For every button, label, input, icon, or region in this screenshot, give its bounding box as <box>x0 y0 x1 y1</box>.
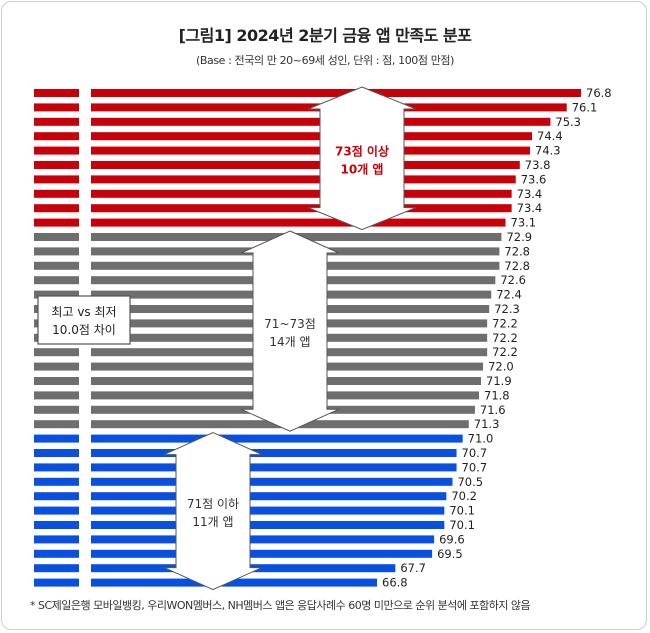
bar-value-label-25: 71.0 <box>468 432 494 446</box>
bar-value-label-2: 76.1 <box>572 100 598 114</box>
bar-value-label-19: 72.2 <box>492 345 518 359</box>
bar-value-label-33: 69.5 <box>437 547 463 561</box>
group-arrow-high <box>307 86 417 231</box>
bar-value-label-15: 72.4 <box>496 288 522 302</box>
bar-value-label-23: 71.6 <box>480 403 506 417</box>
bar-value-label-30: 70.1 <box>449 504 475 518</box>
bar-9 <box>34 204 512 213</box>
group-label-mid-line1: 71~73점 <box>264 317 316 331</box>
bar-value-label-3: 75.3 <box>555 115 581 129</box>
bar-value-label-29: 70.2 <box>451 489 477 503</box>
group-arrow-low <box>163 432 263 591</box>
bar-4 <box>34 132 533 141</box>
group-label-low-line1: 71점 이하 <box>187 497 239 511</box>
bar-value-label-7: 73.6 <box>521 172 547 186</box>
bar-7 <box>34 175 516 184</box>
bar-value-label-13: 72.8 <box>504 259 530 273</box>
bar-value-label-5: 74.3 <box>535 144 561 158</box>
bar-value-label-31: 70.1 <box>449 518 475 532</box>
bar-11 <box>34 233 502 241</box>
footnote: * SC제일은행 모바일뱅킹, 우리WON멤버스, NH멤버스 앱은 응답사례수… <box>30 599 531 612</box>
bar-value-label-18: 72.2 <box>492 331 518 345</box>
bar-24 <box>34 420 469 429</box>
bar-value-label-20: 72.0 <box>488 360 514 374</box>
chart-title: [그림1] 2024년 2분기 금융 앱 만족도 분포 <box>178 26 472 45</box>
bar-value-label-27: 70.7 <box>462 460 488 474</box>
bar-value-label-14: 72.6 <box>500 273 526 287</box>
bar-25 <box>34 434 463 443</box>
range-box <box>37 295 131 345</box>
bar-value-label-35: 66.8 <box>382 576 408 590</box>
bar-2 <box>34 103 567 112</box>
group-label-mid-line2: 14개 앱 <box>269 335 310 349</box>
bar-value-label-9: 73.4 <box>517 201 543 215</box>
group-label-low-line2: 11개 앱 <box>192 515 233 529</box>
bar-value-label-4: 74.4 <box>537 129 563 143</box>
bar-8 <box>34 189 512 198</box>
range-box-line1: 최고 vs 최저 <box>51 305 116 319</box>
bar-value-label-1: 76.8 <box>586 86 612 100</box>
chart-subtitle: (Base : 전국의 만 20~69세 성인, 단위 : 점, 100점 만점… <box>195 54 455 67</box>
range-box-line2: 10.0점 차이 <box>52 323 116 337</box>
bar-value-label-17: 72.2 <box>492 316 518 330</box>
bar-1 <box>34 89 581 97</box>
bar-value-label-28: 70.5 <box>457 475 483 489</box>
bar-value-label-26: 70.7 <box>462 446 488 460</box>
bar-value-label-10: 73.1 <box>511 216 537 230</box>
bar-value-label-34: 67.7 <box>400 561 426 575</box>
bar-5 <box>34 146 530 155</box>
bar-value-label-22: 71.8 <box>484 388 510 402</box>
bar-value-label-6: 73.8 <box>525 158 551 172</box>
bar-value-label-8: 73.4 <box>517 187 543 201</box>
group-label-high-line2: 10개 앱 <box>341 162 384 176</box>
bar-value-label-32: 69.6 <box>439 532 465 546</box>
bar-value-label-11: 72.9 <box>506 230 532 244</box>
bar-6 <box>34 161 520 169</box>
bar-value-label-12: 72.8 <box>504 244 530 258</box>
bar-value-label-21: 71.9 <box>486 374 512 388</box>
bar-value-label-16: 72.3 <box>494 302 520 316</box>
group-label-high-line1: 73점 이상 <box>335 143 389 158</box>
group-arrow-mid <box>240 230 340 432</box>
bar-value-label-24: 71.3 <box>474 417 500 431</box>
bar-10 <box>34 218 506 227</box>
bar-3 <box>34 117 551 126</box>
